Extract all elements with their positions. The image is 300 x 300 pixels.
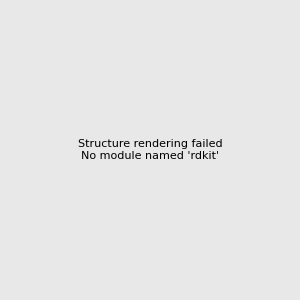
Text: Structure rendering failed
No module named 'rdkit': Structure rendering failed No module nam… [78, 139, 222, 161]
